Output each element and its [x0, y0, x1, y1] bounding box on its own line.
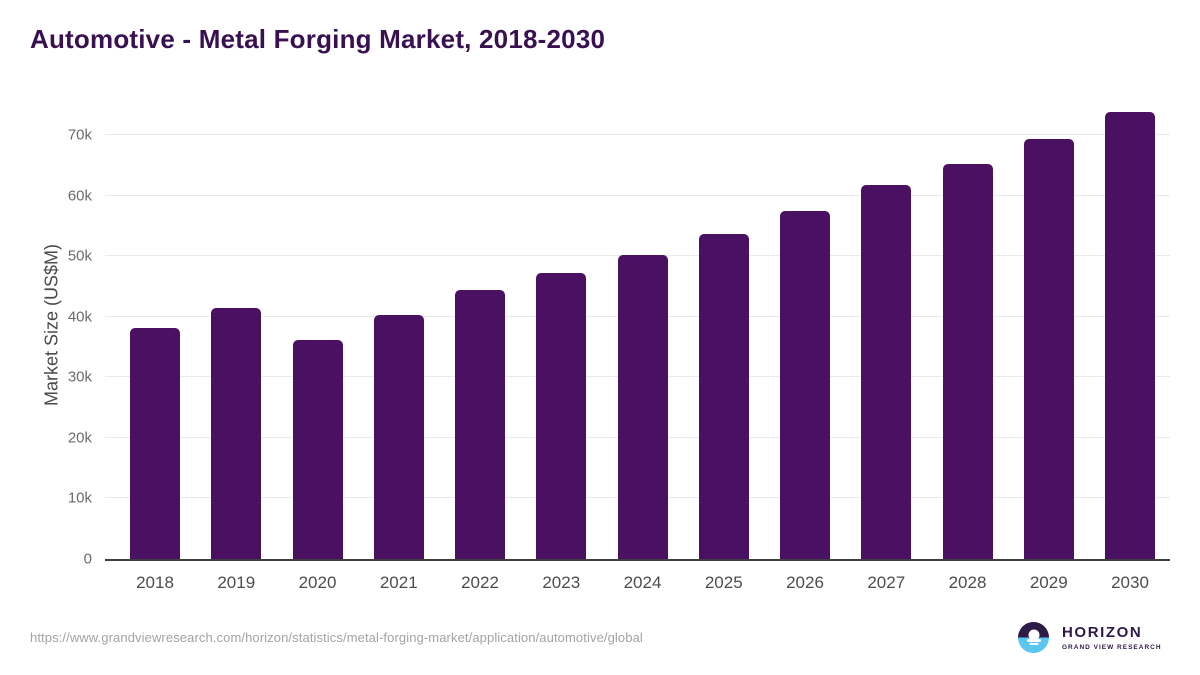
y-tick-label-20k: 20k	[67, 429, 92, 447]
gridline-60k	[105, 194, 1170, 196]
bar-2018[interactable]	[130, 327, 180, 559]
y-tick-label-60k: 60k	[67, 187, 92, 205]
bar-2025[interactable]	[698, 233, 749, 559]
x-tick-label-2023: 2023	[542, 573, 581, 592]
bar-2021[interactable]	[373, 314, 424, 559]
horizon-logo-icon	[1018, 622, 1049, 653]
bar-2027[interactable]	[861, 185, 912, 559]
bar-2024[interactable]	[617, 254, 668, 559]
x-tick-label-2030: 2030	[1111, 573, 1149, 592]
horizon-reflection-icon	[1026, 639, 1041, 642]
x-tick-label-2029: 2029	[1029, 573, 1068, 592]
bar-2020[interactable]	[292, 339, 343, 559]
bar-2028[interactable]	[942, 163, 993, 559]
horizon-reflection-icon	[1029, 642, 1038, 646]
x-tick-label-2025: 2025	[704, 573, 743, 592]
bar-2023[interactable]	[536, 273, 587, 559]
y-tick-label-30k: 30k	[67, 368, 92, 386]
logo-title: HORIZON	[1062, 623, 1143, 641]
logo-subtitle: GRAND VIEW RESEARCH	[1062, 643, 1162, 651]
bar-2030[interactable]	[1105, 112, 1155, 559]
horizon-sun-icon	[1028, 629, 1039, 641]
source-url: https://www.grandviewresearch.com/horizo…	[30, 630, 643, 645]
y-tick-label-50k: 50k	[67, 247, 92, 265]
horizon-logo: HORIZON GRAND VIEW RESEARCH	[1018, 622, 1162, 653]
gridline-70k	[105, 134, 1170, 136]
x-tick-label-2024: 2024	[623, 573, 662, 592]
x-tick-label-2020: 2020	[298, 573, 337, 592]
y-tick-label-10k: 10k	[67, 489, 92, 507]
x-tick-label-2026: 2026	[786, 573, 824, 592]
x-tick-label-2019: 2019	[217, 573, 256, 592]
x-tick-label-2021: 2021	[379, 573, 418, 592]
y-tick-label-0: 0	[83, 550, 92, 568]
y-axis-title: Market Size (US$M)	[41, 243, 62, 407]
y-tick-label-40k: 40k	[67, 308, 92, 326]
plot-area: 0 10k 20k 30k 40k 50k 60k 70k 2018 2019 2020 2021 20…	[68, 100, 1170, 592]
y-tick-label-70k: 70k	[67, 126, 92, 144]
chart-title: Automotive - Metal Forging Market, 2018-…	[30, 24, 606, 54]
x-axis-line	[105, 559, 1170, 561]
bar-2026[interactable]	[780, 210, 830, 559]
bar-2019[interactable]	[211, 307, 262, 559]
x-tick-label-2028: 2028	[948, 573, 987, 592]
bar-2022[interactable]	[455, 290, 505, 559]
bar-2029[interactable]	[1023, 139, 1074, 559]
x-tick-label-2018: 2018	[136, 573, 174, 592]
horizon-logo-text: HORIZON GRAND VIEW RESEARCH	[1062, 623, 1162, 651]
x-tick-label-2022: 2022	[461, 573, 499, 592]
x-tick-label-2027: 2027	[867, 573, 906, 592]
